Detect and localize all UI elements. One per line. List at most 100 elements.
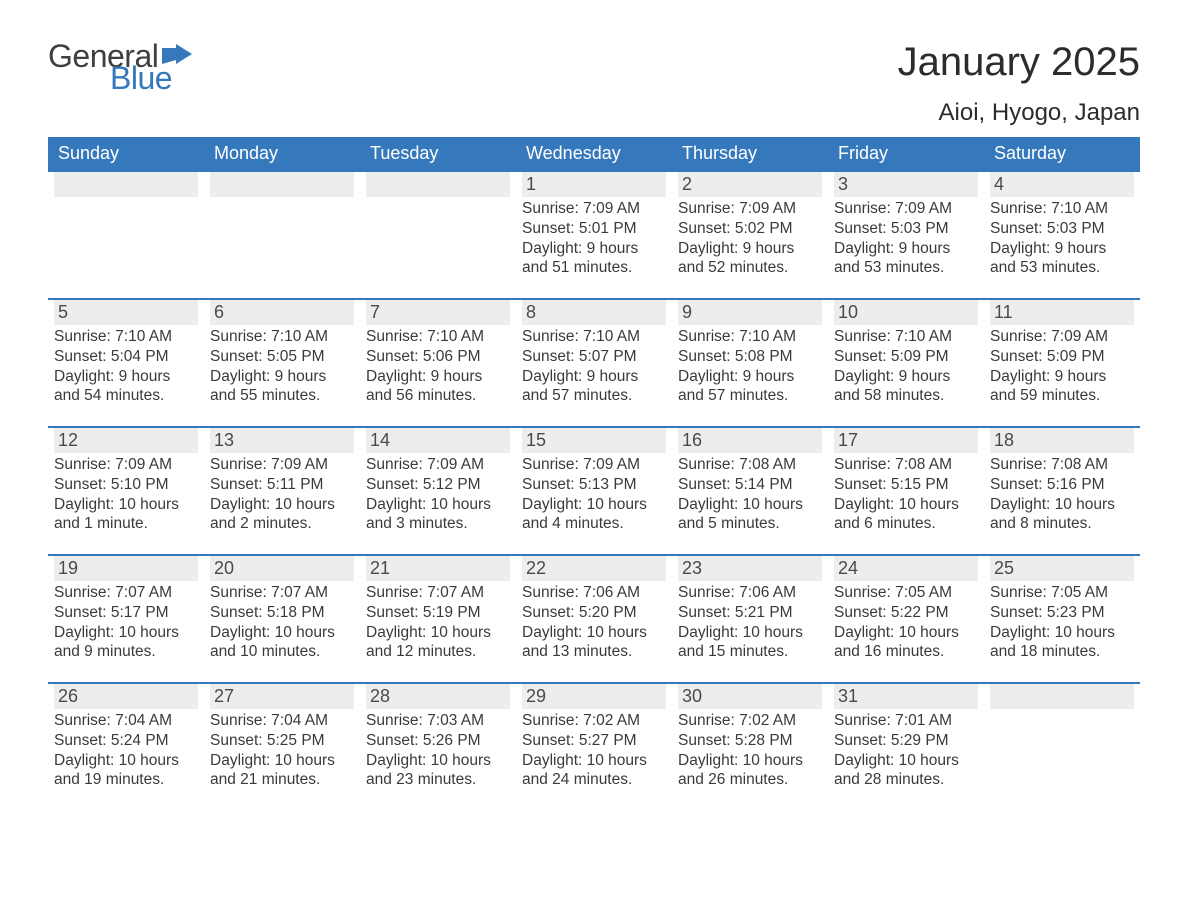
day-data: Sunrise: 7:07 AMSunset: 5:18 PMDaylight:… <box>210 581 354 662</box>
sunset-text: Sunset: 5:06 PM <box>366 347 510 367</box>
logo-text-blue: Blue <box>110 62 192 94</box>
calendar-cell: 31Sunrise: 7:01 AMSunset: 5:29 PMDayligh… <box>828 683 984 811</box>
day-number: 21 <box>366 556 510 581</box>
day-header: Wednesday <box>516 137 672 171</box>
day-header: Tuesday <box>360 137 516 171</box>
day-number: 10 <box>834 300 978 325</box>
day-data: Sunrise: 7:09 AMSunset: 5:02 PMDaylight:… <box>678 197 822 278</box>
daylight-text: Daylight: 10 hours and 1 minute. <box>54 495 198 535</box>
calendar-cell <box>204 171 360 299</box>
daylight-text: Daylight: 10 hours and 13 minutes. <box>522 623 666 663</box>
calendar-week-row: 5Sunrise: 7:10 AMSunset: 5:04 PMDaylight… <box>48 299 1140 427</box>
sunrise-text: Sunrise: 7:09 AM <box>54 455 198 475</box>
sunrise-text: Sunrise: 7:08 AM <box>834 455 978 475</box>
day-data: Sunrise: 7:09 AMSunset: 5:11 PMDaylight:… <box>210 453 354 534</box>
daylight-text: Daylight: 9 hours and 52 minutes. <box>678 239 822 279</box>
day-data: Sunrise: 7:05 AMSunset: 5:23 PMDaylight:… <box>990 581 1134 662</box>
calendar-cell: 28Sunrise: 7:03 AMSunset: 5:26 PMDayligh… <box>360 683 516 811</box>
day-data: Sunrise: 7:09 AMSunset: 5:03 PMDaylight:… <box>834 197 978 278</box>
daylight-text: Daylight: 10 hours and 16 minutes. <box>834 623 978 663</box>
calendar-cell: 21Sunrise: 7:07 AMSunset: 5:19 PMDayligh… <box>360 555 516 683</box>
sunrise-text: Sunrise: 7:09 AM <box>834 199 978 219</box>
sunset-text: Sunset: 5:16 PM <box>990 475 1134 495</box>
sunset-text: Sunset: 5:05 PM <box>210 347 354 367</box>
day-number-empty <box>54 172 198 197</box>
calendar-cell: 1Sunrise: 7:09 AMSunset: 5:01 PMDaylight… <box>516 171 672 299</box>
sunrise-text: Sunrise: 7:04 AM <box>210 711 354 731</box>
calendar-cell: 24Sunrise: 7:05 AMSunset: 5:22 PMDayligh… <box>828 555 984 683</box>
day-data: Sunrise: 7:06 AMSunset: 5:20 PMDaylight:… <box>522 581 666 662</box>
sunset-text: Sunset: 5:20 PM <box>522 603 666 623</box>
day-number: 17 <box>834 428 978 453</box>
sunset-text: Sunset: 5:02 PM <box>678 219 822 239</box>
day-number: 2 <box>678 172 822 197</box>
day-data: Sunrise: 7:09 AMSunset: 5:12 PMDaylight:… <box>366 453 510 534</box>
day-number: 15 <box>522 428 666 453</box>
daylight-text: Daylight: 10 hours and 19 minutes. <box>54 751 198 791</box>
day-data: Sunrise: 7:03 AMSunset: 5:26 PMDaylight:… <box>366 709 510 790</box>
page-title: January 2025 <box>898 40 1140 85</box>
daylight-text: Daylight: 10 hours and 12 minutes. <box>366 623 510 663</box>
day-number: 1 <box>522 172 666 197</box>
calendar-week-row: 1Sunrise: 7:09 AMSunset: 5:01 PMDaylight… <box>48 171 1140 299</box>
sunrise-text: Sunrise: 7:05 AM <box>990 583 1134 603</box>
sunrise-text: Sunrise: 7:03 AM <box>366 711 510 731</box>
day-number: 8 <box>522 300 666 325</box>
day-number: 3 <box>834 172 978 197</box>
daylight-text: Daylight: 10 hours and 3 minutes. <box>366 495 510 535</box>
sunrise-text: Sunrise: 7:07 AM <box>54 583 198 603</box>
sunrise-text: Sunrise: 7:08 AM <box>678 455 822 475</box>
day-data: Sunrise: 7:04 AMSunset: 5:24 PMDaylight:… <box>54 709 198 790</box>
sunset-text: Sunset: 5:22 PM <box>834 603 978 623</box>
sunset-text: Sunset: 5:18 PM <box>210 603 354 623</box>
daylight-text: Daylight: 9 hours and 55 minutes. <box>210 367 354 407</box>
day-number: 16 <box>678 428 822 453</box>
daylight-text: Daylight: 9 hours and 54 minutes. <box>54 367 198 407</box>
day-number: 28 <box>366 684 510 709</box>
calendar-cell: 6Sunrise: 7:10 AMSunset: 5:05 PMDaylight… <box>204 299 360 427</box>
sunrise-text: Sunrise: 7:09 AM <box>522 455 666 475</box>
day-data: Sunrise: 7:10 AMSunset: 5:04 PMDaylight:… <box>54 325 198 406</box>
sunrise-text: Sunrise: 7:06 AM <box>678 583 822 603</box>
calendar-cell: 18Sunrise: 7:08 AMSunset: 5:16 PMDayligh… <box>984 427 1140 555</box>
daylight-text: Daylight: 10 hours and 10 minutes. <box>210 623 354 663</box>
calendar-cell: 11Sunrise: 7:09 AMSunset: 5:09 PMDayligh… <box>984 299 1140 427</box>
daylight-text: Daylight: 10 hours and 4 minutes. <box>522 495 666 535</box>
day-number: 12 <box>54 428 198 453</box>
sunrise-text: Sunrise: 7:10 AM <box>678 327 822 347</box>
day-data: Sunrise: 7:09 AMSunset: 5:01 PMDaylight:… <box>522 197 666 278</box>
sunset-text: Sunset: 5:27 PM <box>522 731 666 751</box>
sunset-text: Sunset: 5:13 PM <box>522 475 666 495</box>
sunrise-text: Sunrise: 7:02 AM <box>522 711 666 731</box>
sunrise-text: Sunrise: 7:05 AM <box>834 583 978 603</box>
sunrise-text: Sunrise: 7:01 AM <box>834 711 978 731</box>
day-number: 23 <box>678 556 822 581</box>
sunrise-text: Sunrise: 7:10 AM <box>522 327 666 347</box>
daylight-text: Daylight: 10 hours and 23 minutes. <box>366 751 510 791</box>
day-data: Sunrise: 7:10 AMSunset: 5:05 PMDaylight:… <box>210 325 354 406</box>
daylight-text: Daylight: 10 hours and 8 minutes. <box>990 495 1134 535</box>
daylight-text: Daylight: 9 hours and 51 minutes. <box>522 239 666 279</box>
sunset-text: Sunset: 5:08 PM <box>678 347 822 367</box>
day-number: 4 <box>990 172 1134 197</box>
sunrise-text: Sunrise: 7:09 AM <box>990 327 1134 347</box>
day-data: Sunrise: 7:10 AMSunset: 5:06 PMDaylight:… <box>366 325 510 406</box>
day-number: 20 <box>210 556 354 581</box>
day-data: Sunrise: 7:09 AMSunset: 5:10 PMDaylight:… <box>54 453 198 534</box>
sunrise-text: Sunrise: 7:10 AM <box>366 327 510 347</box>
day-header: Thursday <box>672 137 828 171</box>
day-data: Sunrise: 7:04 AMSunset: 5:25 PMDaylight:… <box>210 709 354 790</box>
calendar-cell: 19Sunrise: 7:07 AMSunset: 5:17 PMDayligh… <box>48 555 204 683</box>
day-data: Sunrise: 7:01 AMSunset: 5:29 PMDaylight:… <box>834 709 978 790</box>
sunrise-text: Sunrise: 7:06 AM <box>522 583 666 603</box>
calendar-cell <box>984 683 1140 811</box>
sunrise-text: Sunrise: 7:09 AM <box>522 199 666 219</box>
calendar-cell: 22Sunrise: 7:06 AMSunset: 5:20 PMDayligh… <box>516 555 672 683</box>
daylight-text: Daylight: 10 hours and 9 minutes. <box>54 623 198 663</box>
sunrise-text: Sunrise: 7:07 AM <box>366 583 510 603</box>
calendar-cell: 9Sunrise: 7:10 AMSunset: 5:08 PMDaylight… <box>672 299 828 427</box>
calendar-cell: 27Sunrise: 7:04 AMSunset: 5:25 PMDayligh… <box>204 683 360 811</box>
calendar-cell: 2Sunrise: 7:09 AMSunset: 5:02 PMDaylight… <box>672 171 828 299</box>
day-number: 11 <box>990 300 1134 325</box>
sunset-text: Sunset: 5:21 PM <box>678 603 822 623</box>
